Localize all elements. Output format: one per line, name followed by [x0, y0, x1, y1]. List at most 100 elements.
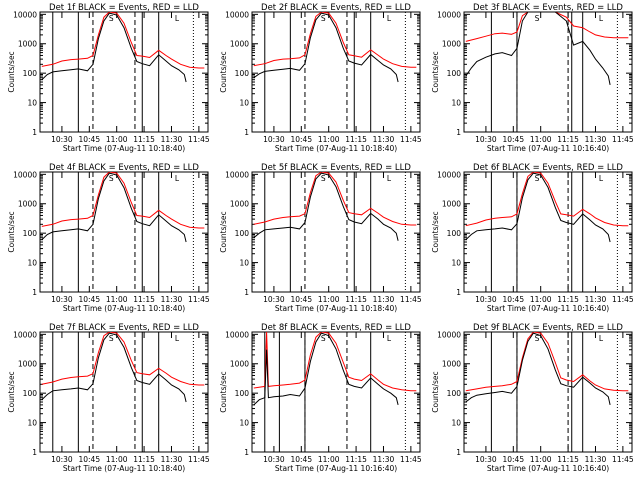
x-tick-label: 11:00	[318, 135, 340, 144]
x-axis-label: Start Time (07-Aug-11 10:16:40)	[487, 304, 609, 313]
y-tick-label: 10	[27, 419, 37, 428]
x-tick-label: 11:30	[161, 135, 183, 144]
x-tick-label: 10:30	[51, 455, 73, 464]
x-tick-label: 11:15	[557, 295, 579, 304]
detector-panel-3: Det 3f BLACK = Events, RED = LLD 1 10 100 10…	[431, 3, 634, 153]
x-tick-label: 11:45	[188, 135, 210, 144]
y-tick-label: 100	[235, 229, 250, 238]
series-line-events	[253, 172, 399, 241]
series-line-lld	[41, 172, 205, 229]
y-tick-label: 1000	[18, 360, 37, 369]
y-tick-label: 100	[235, 389, 250, 398]
x-tick-label: 10:45	[78, 455, 100, 464]
y-tick-label: 10	[239, 99, 249, 108]
y-tick-label: 1	[32, 128, 37, 137]
region-label: L	[175, 334, 180, 343]
y-axis-label: Counts/sec	[7, 51, 16, 92]
y-tick-label: 1000	[18, 200, 37, 209]
y-tick-label: 10	[451, 419, 461, 428]
x-tick-label: 11:15	[557, 455, 579, 464]
series-line-events	[465, 172, 611, 243]
y-tick-label: 10000	[225, 330, 249, 339]
detector-panel-4: Det 4f BLACK = Events, RED = LLD 1 10 100 10…	[7, 163, 210, 313]
region-label: L	[599, 334, 604, 343]
region-label: S	[321, 14, 326, 23]
y-axis-label: Counts/sec	[219, 371, 228, 412]
series-line-lld	[41, 332, 205, 386]
y-tick-label: 10	[239, 419, 249, 428]
x-tick-label: 11:30	[585, 135, 607, 144]
y-tick-label: 1000	[442, 40, 461, 49]
panel-title: Det 2f BLACK = Events, RED = LLD	[261, 3, 411, 13]
y-tick-label: 1	[32, 288, 37, 297]
region-label: S	[321, 174, 326, 183]
y-tick-label: 10000	[13, 330, 37, 339]
y-tick-label: 10	[451, 259, 461, 268]
x-tick-label: 10:30	[51, 135, 73, 144]
region-label: S	[109, 14, 114, 23]
x-tick-label: 11:15	[557, 135, 579, 144]
detector-panel-5: Det 5f BLACK = Events, RED = LLD 1 10 100 10…	[219, 163, 422, 313]
x-tick-label: 11:00	[106, 455, 128, 464]
y-tick-label: 10000	[13, 10, 37, 19]
y-tick-label: 100	[23, 229, 38, 238]
region-label: L	[387, 334, 392, 343]
x-tick-label: 10:45	[78, 295, 100, 304]
x-tick-label: 11:15	[133, 295, 155, 304]
x-tick-label: 11:30	[585, 295, 607, 304]
x-tick-label: 11:30	[373, 295, 395, 304]
x-tick-label: 11:15	[133, 455, 155, 464]
y-tick-label: 100	[447, 389, 462, 398]
y-tick-label: 1000	[442, 200, 461, 209]
series-line-events	[253, 12, 399, 83]
x-tick-label: 10:30	[263, 295, 285, 304]
x-tick-label: 11:15	[345, 455, 367, 464]
x-tick-label: 11:45	[400, 455, 422, 464]
x-tick-label: 11:45	[400, 135, 422, 144]
y-tick-label: 10000	[437, 330, 461, 339]
x-axis-label: Start Time (07-Aug-11 10:18:40)	[275, 144, 397, 153]
y-tick-label: 1000	[18, 40, 37, 49]
detector-panel-6: Det 6f BLACK = Events, RED = LLD 1 10 100 10…	[431, 163, 634, 313]
series-line-events	[465, 332, 611, 406]
x-tick-label: 10:45	[502, 295, 524, 304]
y-tick-label: 100	[23, 389, 38, 398]
x-tick-label: 10:45	[290, 135, 312, 144]
region-label: S	[321, 334, 326, 343]
x-axis-label: Start Time (07-Aug-11 10:16:40)	[487, 464, 609, 473]
region-label: L	[599, 174, 604, 183]
series-line-events	[253, 332, 399, 406]
series-line-events	[465, 12, 611, 85]
y-tick-label: 10000	[225, 10, 249, 19]
plot-frame	[463, 171, 633, 293]
region-label: S	[109, 174, 114, 183]
x-tick-label: 10:45	[78, 135, 100, 144]
series-line-lld	[253, 172, 417, 226]
x-axis-label: Start Time (07-Aug-11 10:18:40)	[275, 304, 397, 313]
y-axis-label: Counts/sec	[7, 211, 16, 252]
region-label: S	[535, 14, 540, 23]
x-tick-label: 10:45	[502, 455, 524, 464]
y-tick-label: 100	[23, 69, 38, 78]
panel-title: Det 9f BLACK = Events, RED = LLD	[473, 323, 623, 333]
x-tick-label: 11:00	[318, 295, 340, 304]
y-tick-label: 10000	[437, 10, 461, 19]
x-tick-label: 11:15	[345, 295, 367, 304]
y-tick-label: 1	[32, 448, 37, 457]
y-tick-label: 1	[244, 448, 249, 457]
series-line-events	[41, 12, 187, 83]
y-tick-label: 100	[447, 229, 462, 238]
y-tick-label: 10	[27, 259, 37, 268]
detector-panel-7: Det 7f BLACK = Events, RED = LLD 1 10 100 10…	[7, 323, 210, 473]
x-tick-label: 11:00	[106, 135, 128, 144]
x-axis-label: Start Time (07-Aug-11 10:18:40)	[63, 144, 185, 153]
x-tick-label: 11:00	[318, 455, 340, 464]
detector-panel-8: Det 8f BLACK = Events, RED = LLD 1 10 100 10…	[219, 323, 422, 473]
region-label: S	[535, 334, 540, 343]
x-tick-label: 11:15	[133, 135, 155, 144]
y-tick-label: 10000	[13, 170, 37, 179]
plot-frame	[463, 331, 633, 453]
y-axis-label: Counts/sec	[219, 211, 228, 252]
x-tick-label: 11:45	[400, 295, 422, 304]
